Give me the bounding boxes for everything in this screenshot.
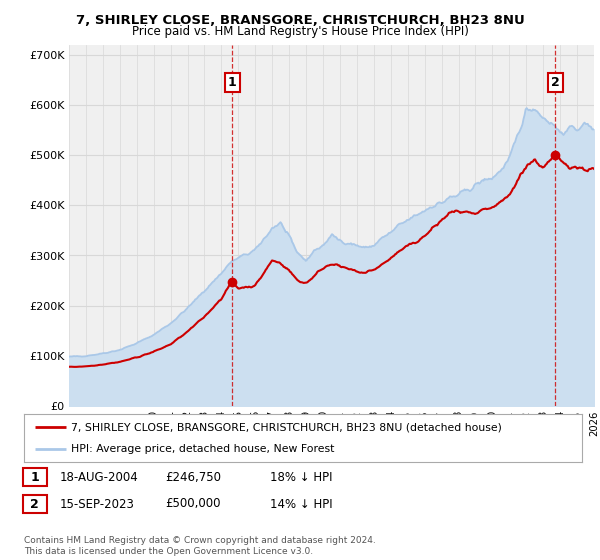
Text: £500,000: £500,000 xyxy=(165,497,221,511)
Text: £246,750: £246,750 xyxy=(165,470,221,484)
Text: 14% ↓ HPI: 14% ↓ HPI xyxy=(270,497,332,511)
Text: 1: 1 xyxy=(31,470,39,484)
Text: Price paid vs. HM Land Registry's House Price Index (HPI): Price paid vs. HM Land Registry's House … xyxy=(131,25,469,38)
Text: 2: 2 xyxy=(31,497,39,511)
Text: 18% ↓ HPI: 18% ↓ HPI xyxy=(270,470,332,484)
Text: 1: 1 xyxy=(228,76,236,89)
Text: 18-AUG-2004: 18-AUG-2004 xyxy=(60,470,139,484)
Text: Contains HM Land Registry data © Crown copyright and database right 2024.
This d: Contains HM Land Registry data © Crown c… xyxy=(24,536,376,556)
Text: 7, SHIRLEY CLOSE, BRANSGORE, CHRISTCHURCH, BH23 8NU (detached house): 7, SHIRLEY CLOSE, BRANSGORE, CHRISTCHURC… xyxy=(71,422,502,432)
Text: 7, SHIRLEY CLOSE, BRANSGORE, CHRISTCHURCH, BH23 8NU: 7, SHIRLEY CLOSE, BRANSGORE, CHRISTCHURC… xyxy=(76,14,524,27)
Text: 15-SEP-2023: 15-SEP-2023 xyxy=(60,497,135,511)
Text: 2: 2 xyxy=(551,76,560,89)
Text: HPI: Average price, detached house, New Forest: HPI: Average price, detached house, New … xyxy=(71,444,335,454)
